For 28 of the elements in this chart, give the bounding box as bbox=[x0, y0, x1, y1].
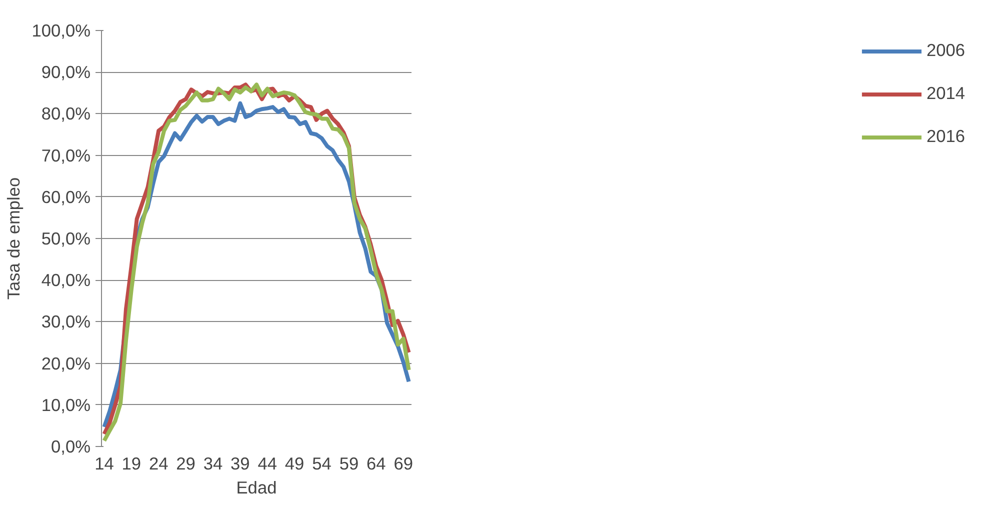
x-tick-label: 49 bbox=[284, 454, 304, 474]
y-tick-label: 70,0% bbox=[41, 145, 91, 166]
y-tick-label: 0,0% bbox=[51, 436, 91, 456]
x-tick-label: 64 bbox=[366, 454, 386, 474]
y-axis-title: Tasa de empleo bbox=[4, 177, 24, 300]
x-tick-label: 39 bbox=[230, 454, 250, 474]
y-tick-label: 60,0% bbox=[41, 186, 91, 207]
x-axis-title: Edad bbox=[236, 478, 277, 498]
x-tick-label: 19 bbox=[122, 454, 142, 474]
x-tick-label: 24 bbox=[148, 454, 169, 474]
x-tick-label: 44 bbox=[258, 454, 278, 474]
x-tick-label: 59 bbox=[339, 454, 359, 474]
y-tick-label: 80,0% bbox=[41, 104, 91, 124]
x-tick-label: 54 bbox=[312, 454, 332, 474]
y-tick-label: 90,0% bbox=[41, 62, 91, 82]
legend-label: 2016 bbox=[926, 126, 965, 147]
legend-label: 2006 bbox=[926, 40, 965, 61]
x-tick-label: 34 bbox=[203, 454, 223, 474]
legend-label: 2014 bbox=[926, 83, 965, 104]
y-tick-label: 10,0% bbox=[41, 394, 91, 415]
x-tick-label: 69 bbox=[394, 454, 413, 474]
y-tick-label: 100,0% bbox=[32, 20, 91, 40]
y-tick-label: 20,0% bbox=[41, 353, 91, 374]
x-tick-label: 14 bbox=[94, 454, 114, 474]
y-tick-label: 50,0% bbox=[41, 228, 91, 248]
x-tick-label: 29 bbox=[176, 454, 196, 474]
y-tick-label: 40,0% bbox=[41, 270, 91, 290]
y-tick-label: 30,0% bbox=[41, 312, 91, 332]
